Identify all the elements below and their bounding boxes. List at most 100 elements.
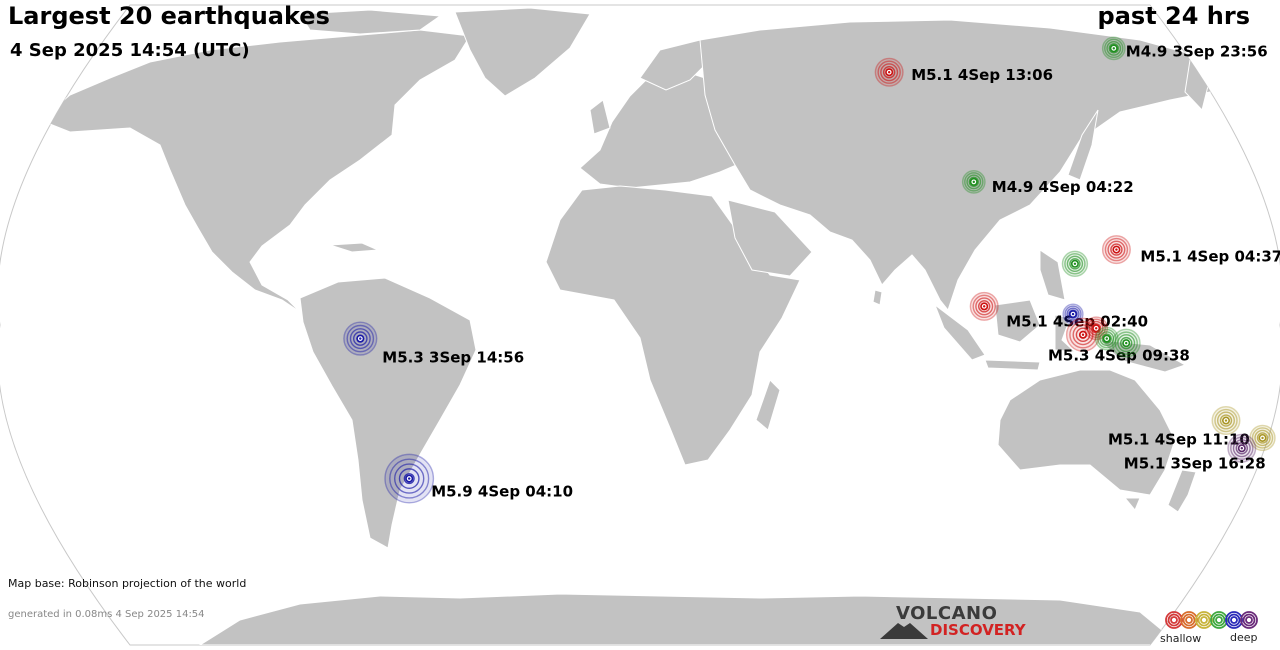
- land-uk: [589, 99, 611, 135]
- land-japan: [1067, 109, 1099, 181]
- legend-depth-circle: [1165, 611, 1183, 629]
- quake-ring: [882, 66, 896, 79]
- quake-label: M5.1 3Sep 16:28: [1124, 454, 1266, 472]
- quake-ring: [1066, 307, 1080, 321]
- land-borneo: [994, 299, 1041, 343]
- logo-text-volcano: VOLCANO: [896, 603, 998, 624]
- quake-epicenter-dot: [1081, 333, 1085, 336]
- land-south-america: [299, 277, 477, 549]
- quake-vanuatu[interactable]: [1211, 406, 1241, 436]
- quake-ring: [1069, 258, 1081, 270]
- land-philippines: [1039, 249, 1066, 301]
- quake-philippines[interactable]: [1061, 250, 1089, 277]
- quake-epicenter-dot: [1261, 436, 1264, 440]
- quake-ring: [1214, 408, 1238, 433]
- quake-ring: [352, 331, 368, 346]
- quake-ring: [394, 463, 425, 494]
- legend-depth-circle: [1215, 616, 1223, 624]
- timestamp: 4 Sep 2025 14:54 (UTC): [10, 40, 250, 61]
- volcano-discovery-logo[interactable]: VOLCANO DISCOVERY: [880, 603, 1030, 639]
- legend-depth-circle: [1212, 613, 1226, 627]
- quake-ring: [975, 297, 994, 316]
- quake-epicenter-dot: [1105, 337, 1108, 340]
- quake-ring: [349, 328, 371, 350]
- quake-ring: [1232, 439, 1251, 458]
- legend-depth-circle: [1240, 611, 1258, 629]
- quake-ring: [1106, 40, 1122, 56]
- quake-ring: [1216, 411, 1235, 430]
- quake-epicenter-dot: [1125, 341, 1128, 345]
- land-sumatra: [933, 303, 986, 361]
- quake-ring: [1086, 318, 1106, 338]
- legend-depth-circle: [1167, 613, 1181, 627]
- legend-depth-circle: [1195, 611, 1213, 629]
- quake-celebes-sea[interactable]: [1062, 303, 1084, 325]
- quake-ring: [964, 172, 984, 192]
- quake-ecuador[interactable]: [343, 321, 378, 356]
- quake-papua[interactable]: [1111, 328, 1141, 358]
- land-antarctica: [198, 593, 1182, 645]
- quake-ring: [968, 176, 979, 188]
- quake-ring: [403, 473, 415, 485]
- quake-vanuatu-deep[interactable]: [1227, 433, 1257, 463]
- quake-label: M4.9 3Sep 23:56: [1126, 42, 1268, 60]
- quake-epicenter-dot: [1240, 447, 1244, 450]
- generated-note: generated in 0.08ms 4 Sep 2025 14:54: [8, 609, 205, 620]
- quake-label: M5.3 4Sep 09:38: [1048, 347, 1190, 365]
- land-africa: [545, 185, 801, 466]
- legend-depth-circle: [1210, 611, 1228, 629]
- land-java: [984, 359, 1041, 371]
- legend-deep-label: deep: [1230, 631, 1258, 644]
- legend-depth-circle: [1245, 616, 1253, 624]
- quake-epicenter-dot: [983, 305, 986, 308]
- volcano-icon: [880, 623, 928, 639]
- quake-ring: [1090, 323, 1102, 334]
- quake-ring: [972, 294, 996, 319]
- quake-label: M5.3 3Sep 14:56: [382, 349, 524, 367]
- land-tasmania: [1123, 497, 1141, 511]
- quake-ring: [1101, 333, 1112, 344]
- quake-label: M5.9 4Sep 04:10: [431, 483, 573, 501]
- quake-ring: [1117, 334, 1136, 353]
- legend-depth-circle: [1242, 613, 1256, 627]
- land-australia: [997, 369, 1176, 496]
- quake-argentina[interactable]: [384, 453, 435, 504]
- quake-ring: [1230, 436, 1254, 460]
- quake-epicenter-dot: [1115, 248, 1118, 251]
- quake-myanmar[interactable]: [961, 169, 986, 194]
- legend-depth-circle: [1180, 611, 1198, 629]
- land-new-zealand: [1167, 469, 1197, 513]
- quake-ring: [346, 324, 375, 353]
- quake-ring: [1075, 327, 1091, 343]
- quake-ring: [1064, 305, 1082, 323]
- quake-epicenter-dot: [1073, 262, 1077, 265]
- quake-ring: [1120, 336, 1133, 350]
- legend-shallow-label: shallow: [1160, 632, 1202, 645]
- quake-papua-west[interactable]: [1094, 326, 1119, 351]
- quake-ring: [1097, 328, 1117, 349]
- legend-depth-circle: [1200, 616, 1208, 624]
- quake-label: M5.1 4Sep 13:06: [911, 66, 1053, 84]
- quake-sumatra[interactable]: [969, 291, 999, 321]
- quake-hokkaido[interactable]: [1101, 36, 1126, 61]
- quake-ring: [1108, 43, 1119, 54]
- quake-ring: [1104, 38, 1124, 59]
- quake-epicenter-dot: [887, 71, 891, 74]
- quake-xinjiang[interactable]: [874, 57, 904, 87]
- quake-label: M5.1 4Sep 04:37: [1140, 248, 1280, 266]
- quake-epicenter-dot: [1224, 419, 1228, 422]
- quake-ring: [389, 458, 430, 499]
- quake-molucca[interactable]: [1065, 317, 1101, 352]
- depth-legend: shallow deep: [1150, 608, 1275, 648]
- land-asia: [699, 19, 1221, 312]
- quake-ring: [1107, 240, 1126, 259]
- legend-depth-circle: [1225, 611, 1243, 629]
- quake-fiji[interactable]: [1249, 424, 1276, 452]
- quake-ring: [1251, 427, 1274, 449]
- land-arabia: [727, 199, 813, 277]
- quake-philippine-sea[interactable]: [1101, 235, 1131, 265]
- quake-ring: [880, 63, 899, 82]
- land-arctic-islands: [299, 9, 442, 35]
